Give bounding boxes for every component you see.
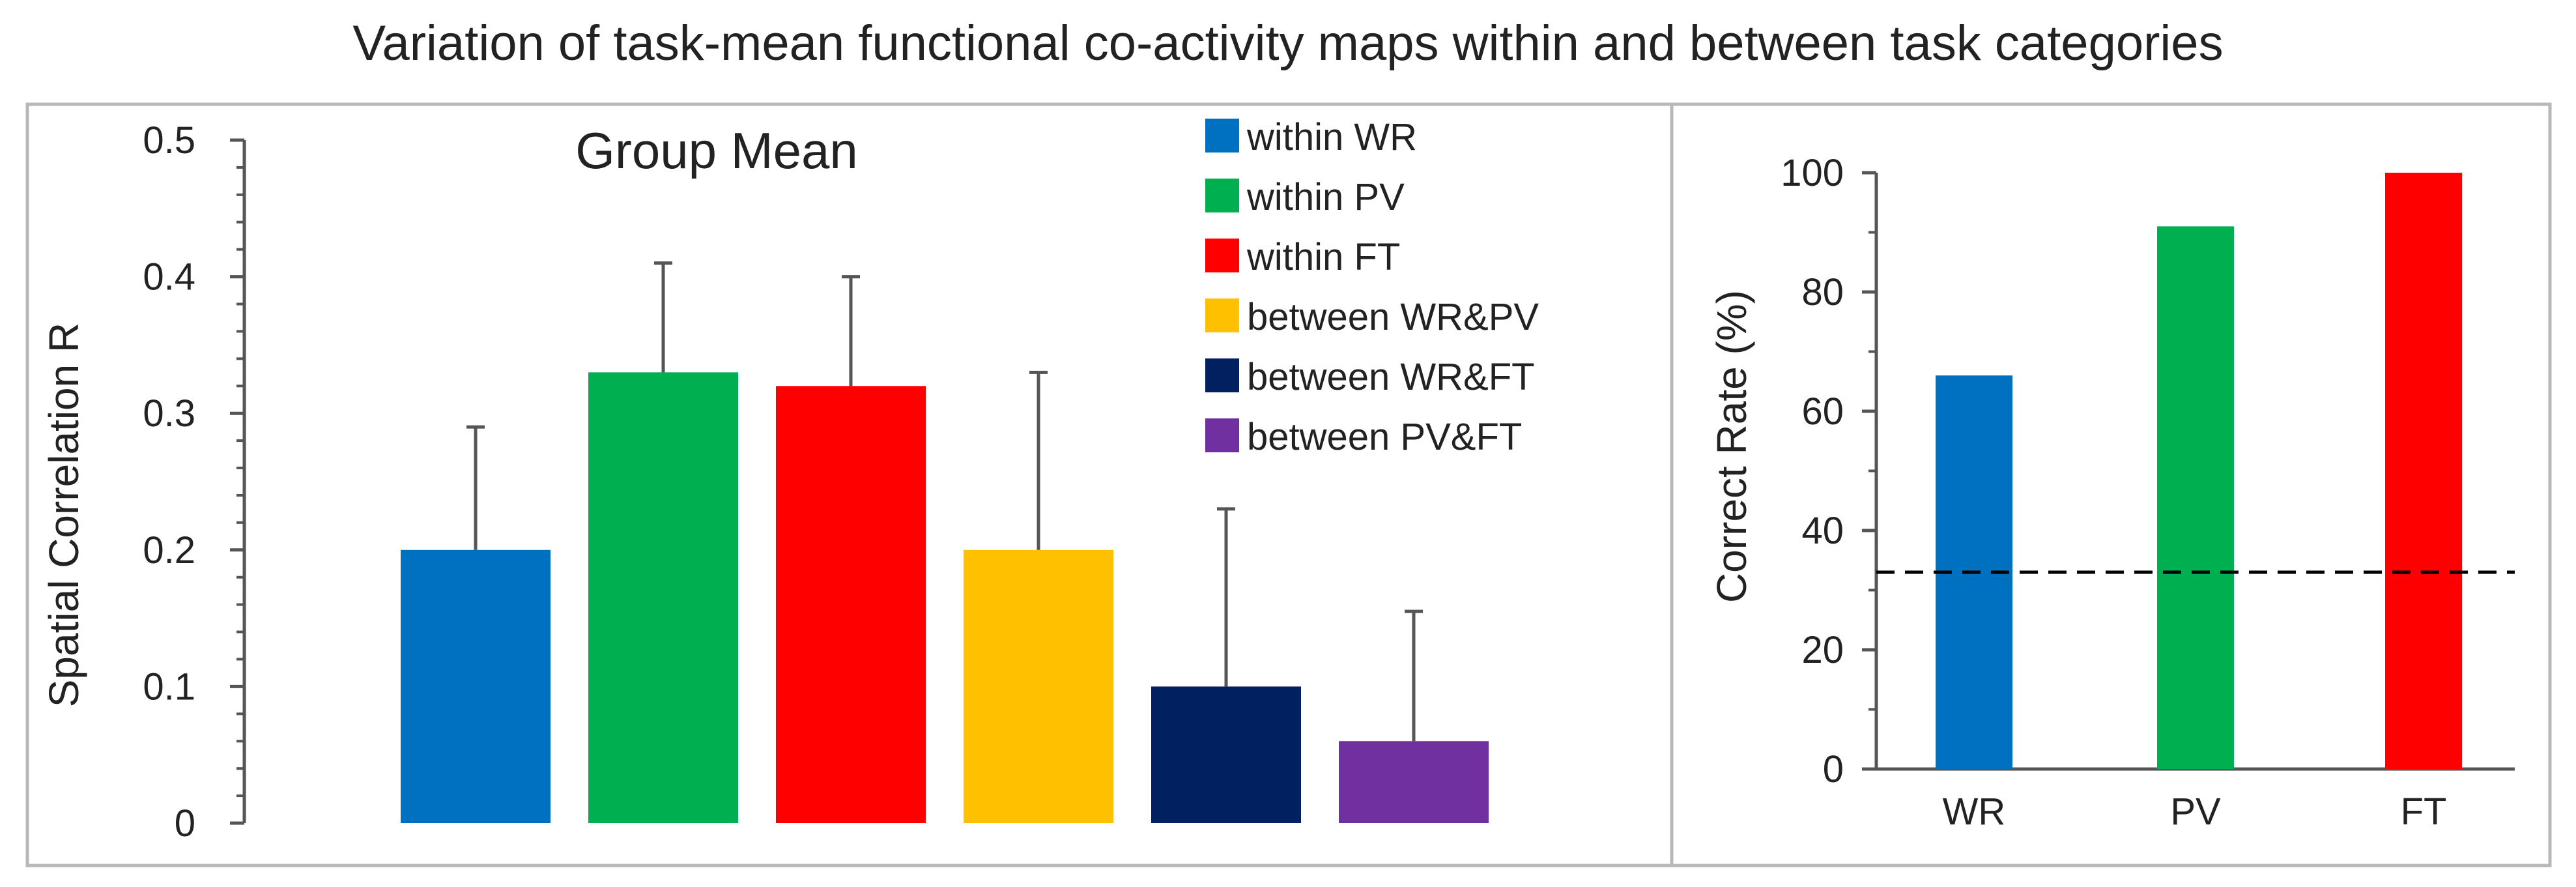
legend-label: within FT — [1246, 236, 1400, 278]
left-chart-y-axis-label: Spatial Correlation R — [40, 323, 87, 708]
left-chart-bars — [401, 372, 1489, 823]
left-chart-y-ticks: 0 0.1 0.2 0.3 0.4 0.5 — [143, 119, 244, 845]
left-bar — [1339, 741, 1489, 823]
left-bar — [588, 372, 738, 823]
legend-label: between WR&FT — [1247, 356, 1535, 398]
left-bar — [401, 549, 551, 823]
legend-swatch — [1205, 179, 1239, 212]
legend-swatch — [1205, 298, 1239, 332]
right-y-tick-label: 80 — [1801, 271, 1844, 313]
right-panel-frame — [1670, 102, 2552, 867]
left-y-tick-label: 0.5 — [143, 119, 195, 162]
right-x-tick-label: PV — [2170, 791, 2221, 833]
legend-swatch — [1205, 358, 1239, 392]
left-chart-legend: within WR within PV within FT between WR&PV… — [1205, 116, 1539, 458]
left-y-tick-label: 0.4 — [143, 256, 195, 298]
left-y-tick-label: 0 — [175, 802, 195, 845]
right-chart: Correct Rate (%) 0 20 40 60 80 100 WR PV FT — [1708, 152, 2515, 833]
left-y-tick-label: 0.3 — [143, 392, 195, 435]
right-x-tick-label: WR — [1943, 791, 2006, 833]
left-y-tick-label: 0.1 — [143, 665, 195, 708]
legend-swatch — [1205, 418, 1239, 452]
right-bar — [2385, 173, 2462, 769]
left-bar — [776, 386, 926, 823]
right-chart-bars — [1936, 173, 2462, 770]
figure-title: Variation of task-mean functional co-act… — [352, 16, 2223, 71]
right-chart-x-tick-labels: WR PV FT — [1943, 791, 2447, 833]
right-y-tick-label: 40 — [1801, 510, 1844, 552]
legend-label: between WR&PV — [1247, 296, 1539, 338]
legend-swatch — [1205, 239, 1239, 272]
right-y-tick-label: 60 — [1801, 390, 1844, 433]
left-chart-title: Group Mean — [575, 122, 858, 179]
left-y-tick-label: 0.2 — [143, 529, 195, 572]
right-x-tick-label: FT — [2401, 791, 2447, 833]
left-chart-error-bars — [466, 261, 1423, 742]
left-bar — [1151, 686, 1301, 823]
right-chart-y-ticks: 0 20 40 60 80 100 — [1781, 152, 1876, 791]
legend-swatch — [1205, 119, 1239, 153]
legend-label: within WR — [1246, 116, 1417, 158]
left-chart: Group Mean Spatial Correlation R 0 0.1 0.2… — [40, 116, 1539, 845]
legend-label: within PV — [1246, 176, 1405, 218]
right-chart-y-axis-label: Correct Rate (%) — [1708, 290, 1755, 603]
right-bar — [2157, 226, 2234, 770]
right-y-tick-label: 20 — [1801, 629, 1844, 671]
right-y-tick-label: 100 — [1781, 152, 1844, 194]
left-bar — [964, 549, 1113, 823]
legend-label: between PV&FT — [1247, 416, 1522, 458]
right-y-tick-label: 0 — [1823, 748, 1844, 791]
